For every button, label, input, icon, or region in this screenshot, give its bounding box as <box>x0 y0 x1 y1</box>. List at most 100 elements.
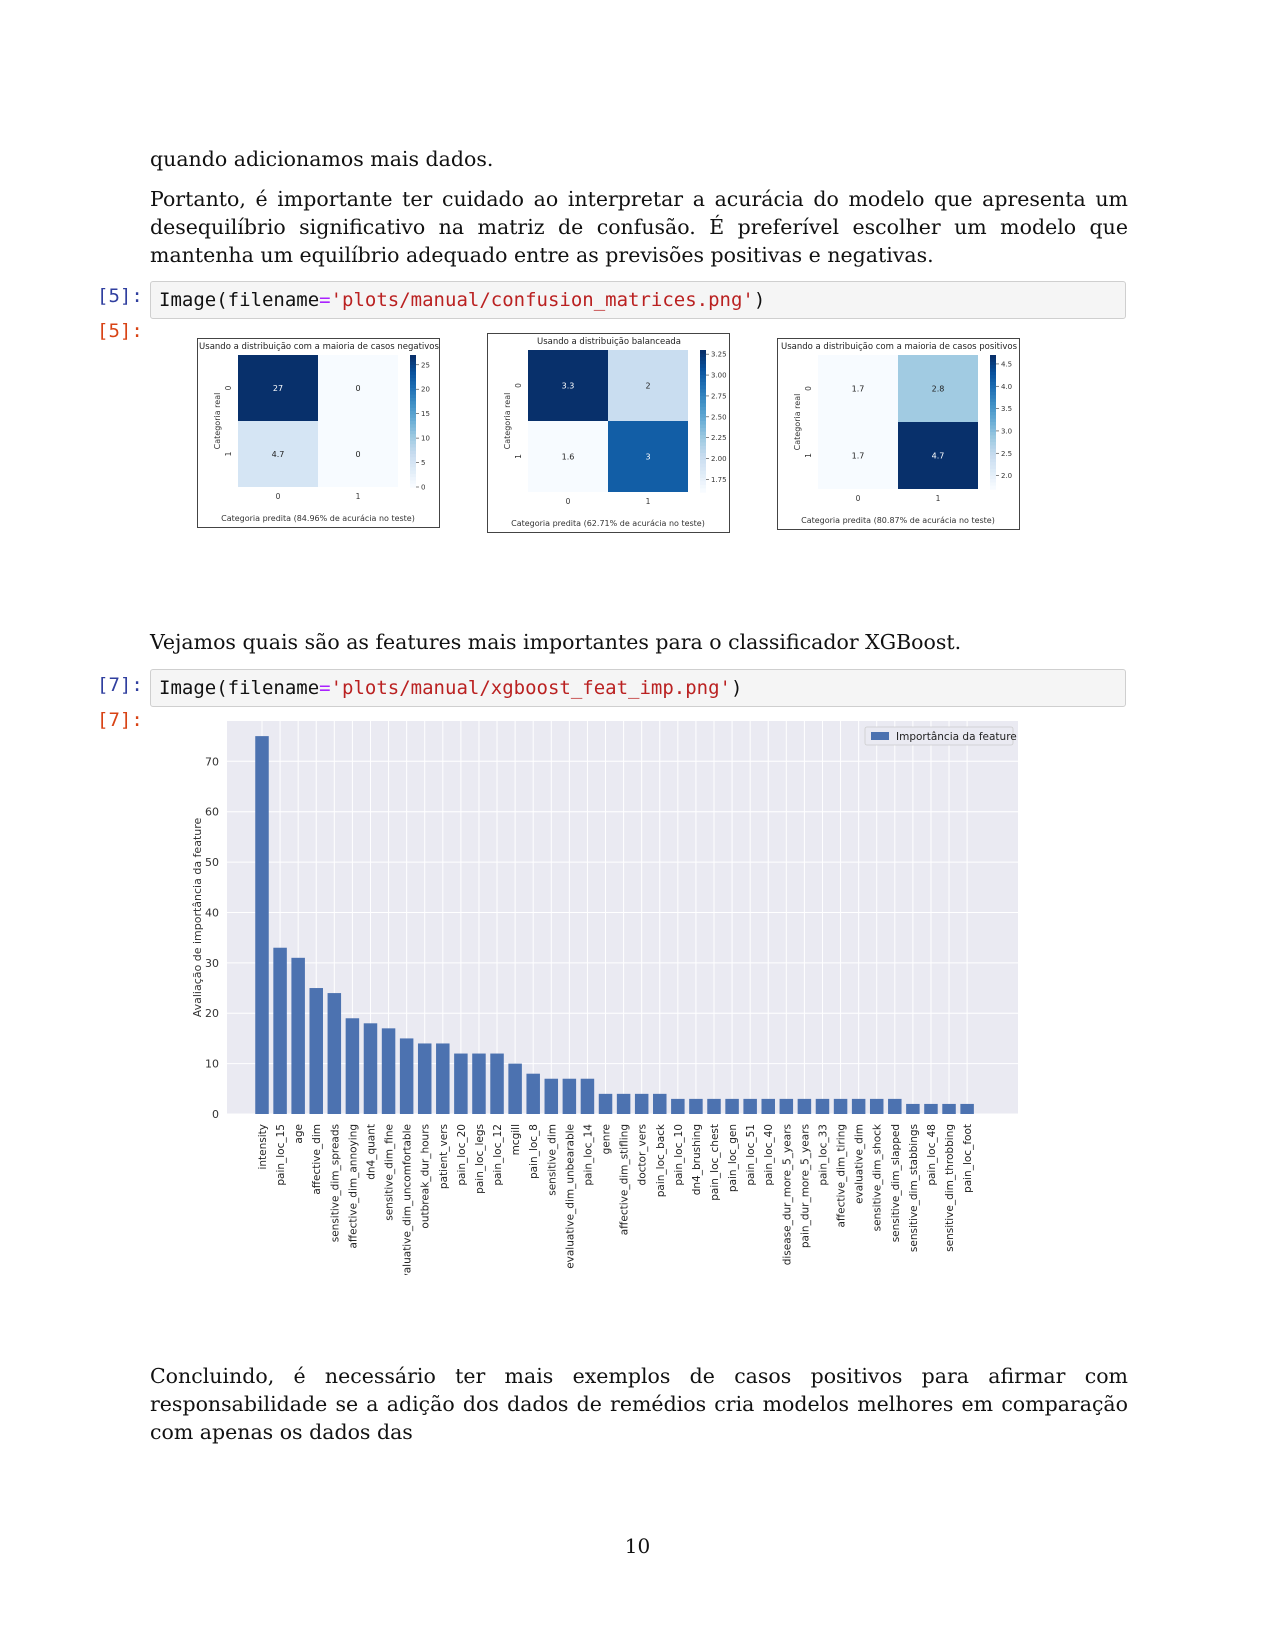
x-tick-label: pain_loc_gen <box>727 1124 739 1192</box>
bar <box>634 1093 649 1114</box>
y-tick-label: 70 <box>205 755 219 768</box>
bar <box>671 1098 685 1114</box>
bar <box>689 1098 703 1114</box>
heatmap-cell <box>898 355 978 422</box>
x-tick-label: pain_loc_legs <box>474 1124 486 1194</box>
x-tick-label: evaluative_dim_uncomfortable <box>402 1124 414 1275</box>
chart-title: Usando a distribuição balanceada <box>537 337 681 347</box>
colorbar-segment <box>990 465 996 470</box>
colorbar-segment <box>700 413 706 419</box>
x-tick-label: pain_loc_51 <box>745 1124 757 1186</box>
bar <box>653 1093 667 1114</box>
bar <box>797 1098 812 1114</box>
colorbar-segment <box>700 399 706 404</box>
cell-label: 0 <box>355 384 360 393</box>
colorbar-tick-label: 2.25 <box>711 434 727 442</box>
cell-label: 4.7 <box>272 450 285 459</box>
page-number: 10 <box>624 1534 651 1558</box>
y-tick-label: 60 <box>205 806 219 819</box>
colorbar-segment <box>990 358 996 363</box>
colorbar-segment <box>700 435 706 440</box>
heatmap-cell <box>608 350 688 421</box>
colorbar-segment <box>410 437 416 442</box>
x-tick-label: affective_dim_annoying <box>347 1124 359 1249</box>
paragraph-features: Vejamos quais são as features mais impor… <box>150 630 962 654</box>
colorbar-segment <box>410 450 416 455</box>
colorbar-segment <box>410 440 416 445</box>
output-prompt: [7]: <box>97 709 143 731</box>
code-operator: = <box>319 677 331 699</box>
bar <box>707 1098 721 1114</box>
colorbar-segment <box>700 350 706 355</box>
code-paren: ) <box>730 677 743 699</box>
colorbar-segment <box>990 442 996 447</box>
cell-label: 1.7 <box>852 385 865 394</box>
colorbar-segment <box>410 434 416 439</box>
colorbar-segment <box>700 378 706 383</box>
heatmap-cell <box>898 422 978 489</box>
colorbar-segment <box>410 411 416 415</box>
colorbar-segment <box>990 482 996 487</box>
colorbar-segment <box>700 456 706 461</box>
colorbar-segment <box>410 444 416 448</box>
x-tick-label: 1 <box>646 497 651 506</box>
code-cell[interactable]: Image(filename='plots/manual/xgboost_fea… <box>150 669 1126 707</box>
colorbar-segment <box>700 424 706 429</box>
heatmap-cell <box>818 422 898 489</box>
colorbar-segment <box>410 378 416 382</box>
colorbar-segment <box>990 411 996 416</box>
colorbar-segment <box>700 442 706 447</box>
colorbar-segment <box>700 353 706 358</box>
bar <box>490 1053 504 1114</box>
colorbar-segment <box>410 384 416 389</box>
colorbar-segment <box>990 438 996 443</box>
bar <box>616 1093 631 1114</box>
x-tick-label: 1 <box>356 492 361 501</box>
bar <box>779 1098 794 1114</box>
x-tick-label: pain_loc_15 <box>275 1124 287 1186</box>
x-tick-label: 0 <box>856 494 861 503</box>
colorbar-segment <box>700 417 706 422</box>
x-tick-label: sensitive_dim_throbbing <box>944 1124 956 1252</box>
colorbar-segment <box>990 445 996 450</box>
bar <box>942 1103 956 1114</box>
colorbar-segment <box>990 391 996 396</box>
colorbar-segment <box>700 389 706 394</box>
colorbar-segment <box>410 483 416 488</box>
bar <box>508 1063 522 1114</box>
cell-label: 1.7 <box>852 452 865 461</box>
y-axis-label: Categoria real <box>213 393 222 450</box>
colorbar-tick-label: 3.0 <box>1001 427 1012 435</box>
colorbar-segment <box>990 425 996 430</box>
colorbar-segment <box>990 398 996 403</box>
heatmap-cell <box>318 355 398 421</box>
colorbar-segment <box>700 474 706 479</box>
colorbar-segment <box>410 391 416 396</box>
colorbar-segment <box>700 431 706 436</box>
cell-label: 3.3 <box>562 382 575 391</box>
x-tick-label: pain_loc_40 <box>763 1124 775 1186</box>
colorbar-tick-label: 2.0 <box>1001 472 1012 480</box>
bar <box>833 1098 848 1114</box>
y-tick-label: 0 <box>804 386 813 391</box>
y-tick-label: 1 <box>514 454 523 459</box>
colorbar-tick-label: 2.50 <box>711 413 727 421</box>
legend-label: Importância da feature <box>896 731 1017 743</box>
x-tick-label: evaluative_dim <box>854 1124 866 1204</box>
cell-label: 0 <box>355 450 360 459</box>
colorbar-tick-label: 5 <box>421 459 425 467</box>
heatmap-cell <box>318 421 398 487</box>
colorbar-segment <box>410 467 416 472</box>
code-cell[interactable]: Image(filename='plots/manual/confusion_m… <box>150 281 1126 319</box>
bar <box>869 1098 884 1114</box>
y-tick-label: 50 <box>205 856 219 869</box>
x-tick-label: genre <box>601 1124 613 1154</box>
colorbar-segment <box>700 438 706 443</box>
colorbar-tick-label: 2.75 <box>711 392 727 400</box>
x-axis-label: Categoria predita (80.87% de acurácia no… <box>801 516 995 525</box>
colorbar-segment <box>990 432 996 436</box>
heatmap-cell <box>238 421 318 487</box>
colorbar-segment <box>700 392 706 397</box>
colorbar-tick-label: 3.5 <box>1001 405 1012 413</box>
